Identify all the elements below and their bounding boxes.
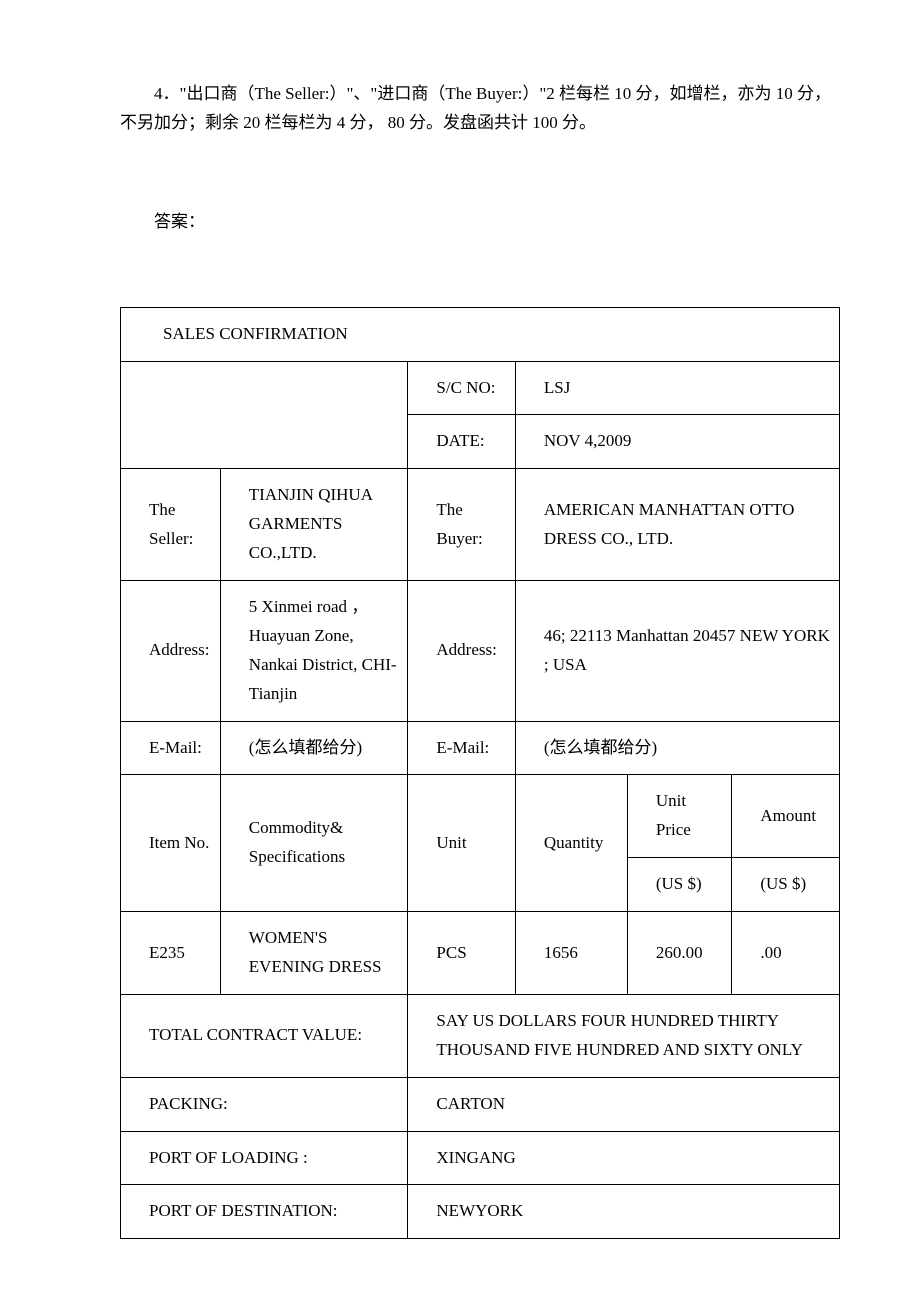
seller-buyer-row: The Seller: TIANJIN QIHUA GARMENTS CO.,L… — [121, 469, 840, 581]
intro-paragraph: 4．"出口商（The Seller:）"、"进口商（The Buyer:）"2 … — [120, 80, 840, 138]
unit-price-value: 260.00 — [627, 912, 731, 995]
buyer-email-value: (怎么填都给分) — [515, 721, 839, 775]
empty-top-left — [121, 361, 408, 469]
sc-no-row: S/C NO: LSJ — [121, 361, 840, 415]
date-value: NOV 4,2009 — [515, 415, 839, 469]
seller-address-value: 5 Xinmei road ， Huayuan Zone, Nankai Dis… — [220, 581, 408, 722]
total-value: SAY US DOLLARS FOUR HUNDRED THIRTY THOUS… — [408, 994, 840, 1077]
buyer-email-label: E-Mail: — [408, 721, 515, 775]
date-label: DATE: — [408, 415, 515, 469]
header-row-1: Item No. Commodity& Specifications Unit … — [121, 775, 840, 858]
table-title-row: SALES CONFIRMATION — [121, 307, 840, 361]
address-row: Address: 5 Xinmei road ， Huayuan Zone, N… — [121, 581, 840, 722]
seller-value: TIANJIN QIHUA GARMENTS CO.,LTD. — [220, 469, 408, 581]
port-destination-value: NEWYORK — [408, 1185, 840, 1239]
data-row: E235 WOMEN'S EVENING DRESS PCS 1656 260.… — [121, 912, 840, 995]
table-title: SALES CONFIRMATION — [121, 307, 840, 361]
total-row: TOTAL CONTRACT VALUE: SAY US DOLLARS FOU… — [121, 994, 840, 1077]
port-loading-value: XINGANG — [408, 1131, 840, 1185]
total-label: TOTAL CONTRACT VALUE: — [121, 994, 408, 1077]
port-destination-row: PORT OF DESTINATION: NEWYORK — [121, 1185, 840, 1239]
port-loading-label: PORT OF LOADING : — [121, 1131, 408, 1185]
quantity-value: 1656 — [515, 912, 627, 995]
quantity-header: Quantity — [515, 775, 627, 912]
sc-no-value: LSJ — [515, 361, 839, 415]
seller-email-value: (怎么填都给分) — [220, 721, 408, 775]
unit-price-header: Unit Price — [627, 775, 731, 858]
packing-label: PACKING: — [121, 1077, 408, 1131]
seller-address-label: Address: — [121, 581, 221, 722]
seller-email-label: E-Mail: — [121, 721, 221, 775]
amount-usd: (US $) — [732, 858, 840, 912]
amount-header: Amount — [732, 775, 840, 858]
unit-header: Unit — [408, 775, 515, 912]
sc-no-label: S/C NO: — [408, 361, 515, 415]
packing-row: PACKING: CARTON — [121, 1077, 840, 1131]
email-row: E-Mail: (怎么填都给分) E-Mail: (怎么填都给分) — [121, 721, 840, 775]
commodity-value: WOMEN'S EVENING DRESS — [220, 912, 408, 995]
unit-price-usd: (US $) — [627, 858, 731, 912]
seller-label: The Seller: — [121, 469, 221, 581]
buyer-address-label: Address: — [408, 581, 515, 722]
buyer-label: The Buyer: — [408, 469, 515, 581]
buyer-value: AMERICAN MANHATTAN OTTO DRESS CO., LTD. — [515, 469, 839, 581]
port-loading-row: PORT OF LOADING : XINGANG — [121, 1131, 840, 1185]
amount-value: .00 — [732, 912, 840, 995]
commodity-header: Commodity& Specifications — [220, 775, 408, 912]
buyer-address-value: 46; 22113 Manhattan 20457 NEW YORK ; USA — [515, 581, 839, 722]
packing-value: CARTON — [408, 1077, 840, 1131]
item-no-header: Item No. — [121, 775, 221, 912]
unit-value: PCS — [408, 912, 515, 995]
sales-confirmation-table: SALES CONFIRMATION S/C NO: LSJ DATE: NOV… — [120, 307, 840, 1240]
port-destination-label: PORT OF DESTINATION: — [121, 1185, 408, 1239]
answer-label: 答案： — [120, 208, 840, 237]
item-no-value: E235 — [121, 912, 221, 995]
